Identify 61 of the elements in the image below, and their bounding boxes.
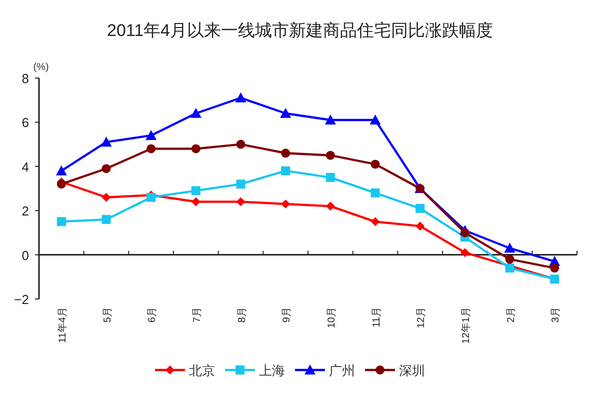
point bbox=[281, 148, 290, 158]
legend-label: 北京 bbox=[189, 363, 215, 378]
x-tick-label: 11月 bbox=[371, 307, 382, 328]
point bbox=[191, 186, 200, 196]
point bbox=[370, 160, 380, 169]
point bbox=[326, 172, 335, 182]
x-tick-label: 5月 bbox=[102, 307, 114, 323]
point bbox=[370, 217, 380, 226]
x-tick-label: 3月 bbox=[550, 307, 562, 323]
point bbox=[281, 199, 290, 208]
point bbox=[505, 254, 514, 264]
point bbox=[460, 248, 470, 258]
point bbox=[281, 166, 290, 176]
point bbox=[416, 222, 425, 231]
point bbox=[236, 140, 246, 149]
point bbox=[100, 136, 112, 147]
point bbox=[102, 192, 111, 202]
x-tick-label: 2月 bbox=[506, 307, 517, 323]
x-tick-label: 7月 bbox=[192, 307, 203, 323]
point bbox=[235, 92, 246, 102]
legend-label: 广州 bbox=[329, 363, 355, 378]
point bbox=[56, 217, 66, 226]
point bbox=[146, 144, 156, 154]
point bbox=[326, 150, 335, 160]
x-tick-label: 10月 bbox=[326, 307, 338, 328]
chart-title: 2011年4月以来一线城市新建商品住宅同比涨跌幅度 bbox=[106, 21, 494, 40]
x-tick-label: 8月 bbox=[236, 307, 248, 323]
point bbox=[56, 180, 66, 189]
x-tick-label: 12月 bbox=[416, 307, 428, 328]
point bbox=[191, 197, 200, 206]
x-tick-label: 9月 bbox=[282, 307, 293, 323]
legend-label: 上海 bbox=[259, 363, 285, 378]
point bbox=[370, 188, 380, 198]
point bbox=[236, 197, 246, 206]
y-tick-label: 8 bbox=[22, 71, 29, 86]
point bbox=[102, 214, 111, 224]
y-tick-label: 6 bbox=[22, 115, 29, 130]
x-tick-label: 6月 bbox=[147, 307, 158, 323]
point bbox=[102, 164, 111, 174]
point bbox=[280, 108, 292, 118]
point bbox=[460, 228, 470, 238]
point bbox=[146, 130, 157, 140]
legend-label: 深圳 bbox=[399, 363, 425, 378]
point bbox=[416, 204, 425, 213]
x-tick-label: 12年1月 bbox=[460, 307, 472, 344]
point bbox=[56, 165, 67, 176]
point bbox=[550, 264, 560, 273]
y-tick-label: 2 bbox=[22, 204, 29, 219]
y-axis-title: (%) bbox=[33, 62, 49, 73]
point bbox=[191, 144, 200, 154]
point bbox=[236, 180, 246, 189]
point bbox=[190, 108, 202, 118]
point bbox=[326, 202, 335, 211]
point bbox=[505, 264, 514, 273]
y-tick-label: 4 bbox=[22, 159, 29, 174]
x-tick-label: 11年4月 bbox=[56, 307, 68, 343]
y-tick-label: −2 bbox=[14, 292, 29, 307]
point bbox=[324, 114, 336, 124]
point bbox=[504, 242, 516, 253]
y-tick-label: 0 bbox=[22, 248, 29, 263]
point bbox=[370, 114, 381, 124]
